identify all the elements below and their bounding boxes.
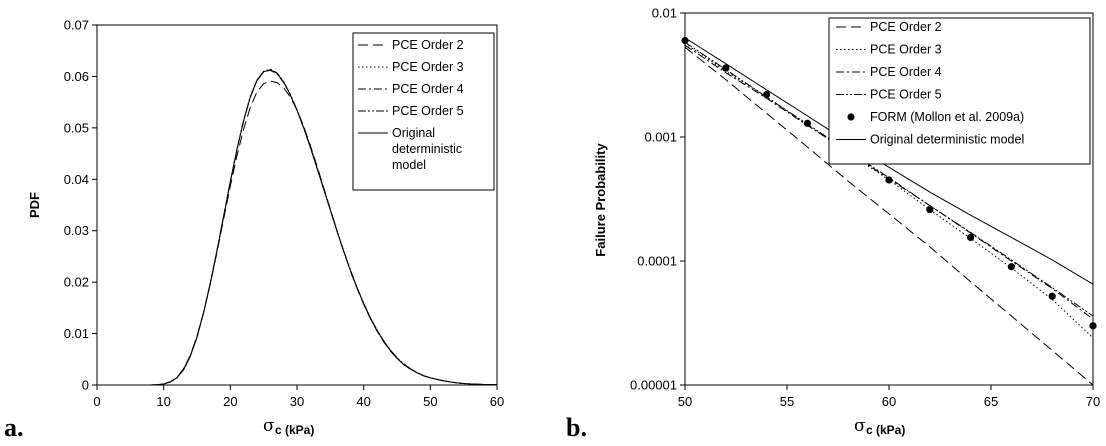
b-legend-swatch-4	[847, 113, 855, 121]
b-legend-label-0: PCE Order 2	[870, 20, 942, 34]
a-legend-label-2: PCE Order 4	[392, 82, 464, 96]
a-x-tick-label: 60	[490, 394, 504, 409]
b-series-4-point	[803, 119, 812, 127]
b-series-4-point	[1007, 263, 1016, 271]
b-legend-label-1: PCE Order 3	[870, 43, 942, 57]
panel-b-y-ticks: 0.00001 0.0001 0.001 0.01	[630, 6, 685, 393]
b-legend-label-3: PCE Order 5	[870, 88, 942, 102]
panel-b-x-axis-label-subscript: c (kPa)	[866, 423, 905, 437]
a-y-tick-label: 0.04	[64, 172, 89, 187]
b-y-tick-label: 0.01	[652, 6, 677, 21]
panel-b-label: b.	[566, 413, 587, 442]
b-series-0-line	[684, 46, 1094, 386]
a-x-tick-label: 20	[223, 394, 237, 409]
b-x-tick-label: 60	[882, 394, 896, 409]
a-y-tick-label: 0.06	[64, 69, 89, 84]
panel-a-chart: 0 0.01 0.02 0.03 0.04 0.05 0.06 0.07 0 10 20 30 40 5…	[4, 18, 504, 443]
b-series-4-point	[722, 64, 730, 72]
a-y-tick-label: 0.07	[64, 18, 89, 33]
a-legend-label-4-line-1: deterministic	[392, 142, 462, 156]
b-y-tick-label: 0.0001	[637, 254, 677, 269]
a-x-tick-label: 40	[356, 394, 370, 409]
b-series-4-point	[885, 176, 893, 184]
panel-b-x-axis-label: σ	[854, 416, 866, 436]
panel-a-x-axis-label: σ	[263, 416, 275, 436]
a-y-tick-label: 0	[82, 378, 89, 393]
b-legend-label-4: FORM (Mollon et al. 2009a)	[870, 110, 1024, 124]
panel-b-legend-box	[828, 17, 1091, 165]
b-series-4-point	[763, 90, 771, 99]
a-y-tick-label: 0.05	[64, 120, 89, 135]
b-y-tick-label: 0.001	[644, 130, 677, 145]
b-legend-label-5: Original deterministic model	[870, 133, 1024, 147]
b-series-5-line	[684, 37, 1094, 285]
b-series-4-point	[967, 233, 975, 241]
a-x-tick-label: 0	[93, 394, 100, 409]
b-x-tick-label: 70	[1086, 394, 1100, 409]
b-x-tick-label: 65	[984, 394, 998, 409]
b-legend-label-2: PCE Order 4	[870, 65, 942, 79]
b-x-tick-label: 55	[780, 394, 794, 409]
panel-b-series	[681, 36, 1097, 386]
a-y-tick-label: 0.02	[64, 275, 89, 290]
b-series-4-point	[1048, 292, 1056, 300]
panel-a-legend: PCE Order 2 PCE Order 3 PCE Order 4 PCE Ord…	[352, 32, 495, 191]
panel-a-y-axis-label: PDF	[27, 192, 42, 218]
a-series-4-line	[150, 69, 498, 386]
a-x-tick-label: 50	[423, 394, 437, 409]
b-y-tick-label: 0.00001	[630, 378, 677, 393]
panel-b-legend: PCE Order 2 PCE Order 3 PCE Order 4 PCE Ord…	[828, 17, 1091, 165]
a-x-tick-label: 30	[290, 394, 304, 409]
a-y-tick-label: 0.03	[64, 223, 89, 238]
a-legend-label-1: PCE Order 3	[392, 60, 464, 74]
panel-a-y-ticks: 0 0.01 0.02 0.03 0.04 0.05 0.06 0.07	[64, 18, 97, 393]
a-legend-label-0: PCE Order 2	[392, 38, 464, 52]
a-legend-label-4-line-2: model	[392, 158, 426, 172]
a-y-tick-label: 0.01	[64, 326, 89, 341]
panel-a-series	[150, 68, 498, 386]
panel-a-x-ticks: 0 10 20 30 40 50 60	[93, 385, 504, 409]
a-legend-label-3: PCE Order 5	[392, 104, 464, 118]
panel-a-x-axis-label-subscript: c (kPa)	[275, 423, 314, 437]
b-series-1-line	[684, 42, 1094, 339]
b-series-4-point	[926, 205, 934, 214]
panel-a-label: a.	[4, 413, 24, 442]
panel-b-y-axis-label: Failure Probability	[593, 143, 608, 257]
panel-b-x-ticks: 50 55 60 65 70	[678, 385, 1100, 409]
b-series-4-point	[1089, 322, 1097, 330]
a-x-tick-label: 10	[156, 394, 170, 409]
panel-b-chart: 0.00001 0.0001 0.001 0.01 50 55 60 65 70 Failur…	[566, 6, 1100, 443]
b-x-tick-label: 50	[678, 394, 692, 409]
a-legend-label-4-line-0: Original	[392, 126, 435, 140]
